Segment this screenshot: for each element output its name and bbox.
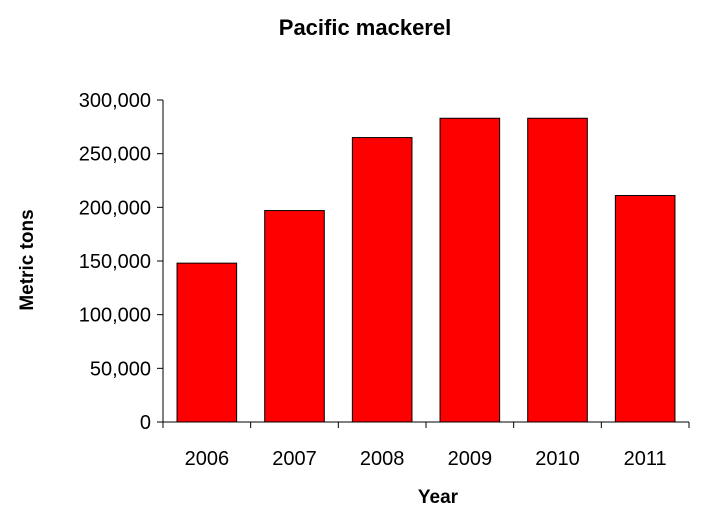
x-axis-label: Year <box>418 487 459 508</box>
bar-2011 <box>614 195 676 423</box>
y-tick-label: 50,000 <box>90 358 151 380</box>
y-tick-label: 150,000 <box>79 251 151 273</box>
x-tick-label: 2011 <box>624 448 667 470</box>
bar-2008 <box>351 137 413 423</box>
y-tick-label: 300,000 <box>79 90 151 112</box>
y-axis-ticks: 0 50,000 100,000 150,000 200,000 250,000 300,0… <box>79 90 163 434</box>
x-tick-label: 2010 <box>535 448 580 470</box>
y-tick-label: 100,000 <box>79 305 151 327</box>
y-tick-label: 0 <box>140 412 151 434</box>
y-tick-label: 200,000 <box>79 197 151 219</box>
x-tick-label: 2009 <box>448 448 493 470</box>
bars-group <box>176 117 676 423</box>
y-axis-label: Metric tons <box>17 209 38 310</box>
x-tick-label: 2008 <box>360 448 405 470</box>
x-tick-label: 2006 <box>185 448 230 470</box>
chart-title: Pacific mackerel <box>279 15 451 40</box>
bar-2007 <box>264 210 325 423</box>
bar-2006 <box>176 262 238 423</box>
x-axis-ticks: 2006 2007 2008 2009 2010 2011 <box>162 422 690 470</box>
x-tick-label: 2007 <box>272 448 317 470</box>
bar-2009 <box>439 117 501 423</box>
y-tick-label: 250,000 <box>79 144 151 166</box>
bar-2010 <box>527 117 588 423</box>
